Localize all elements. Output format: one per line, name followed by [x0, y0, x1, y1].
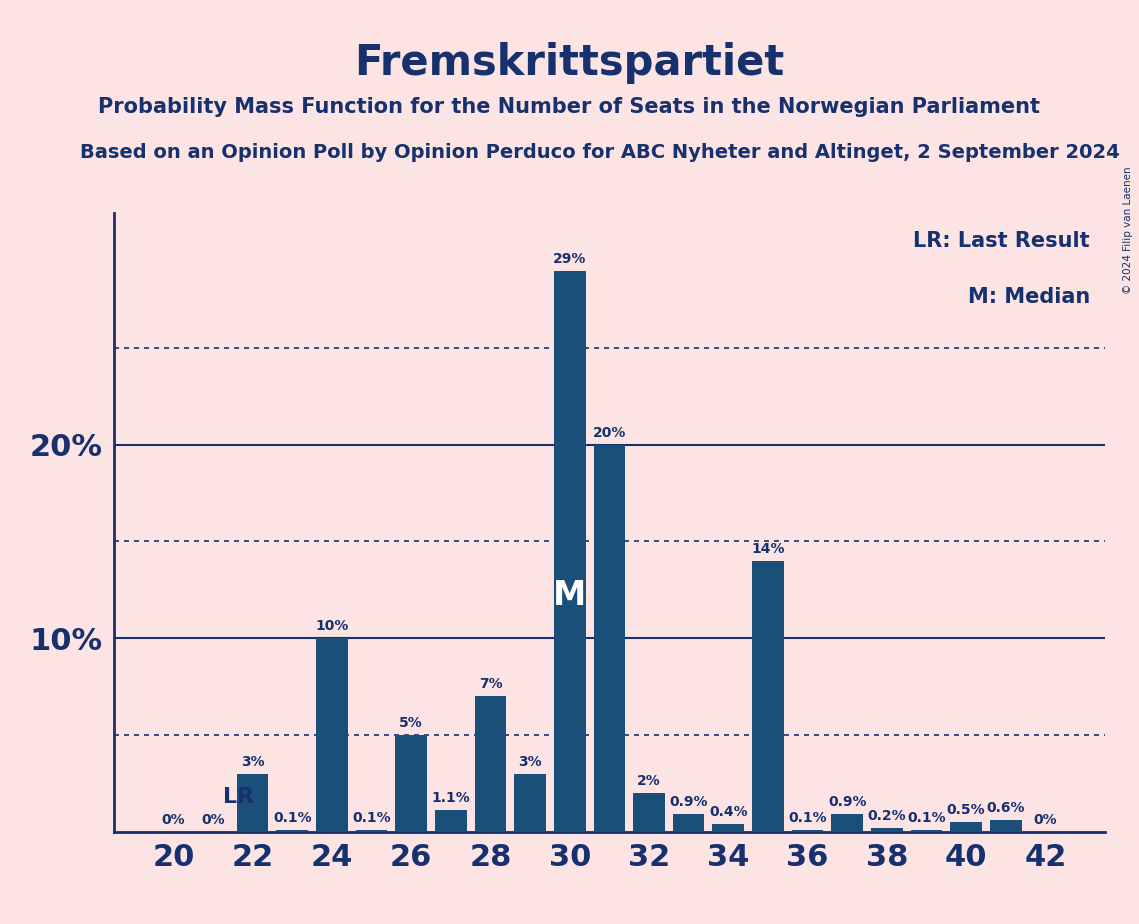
Text: © 2024 Filip van Laenen: © 2024 Filip van Laenen	[1123, 166, 1133, 294]
Text: 0%: 0%	[162, 813, 186, 827]
Text: Fremskrittspartiet: Fremskrittspartiet	[354, 42, 785, 83]
Text: 0.5%: 0.5%	[947, 803, 985, 817]
Bar	[355, 830, 387, 832]
Text: 7%: 7%	[478, 677, 502, 691]
Text: 0.9%: 0.9%	[828, 796, 867, 809]
Text: 10%: 10%	[316, 619, 349, 633]
Bar	[593, 444, 625, 832]
Bar	[910, 830, 942, 832]
Bar	[237, 773, 269, 832]
Text: 2%: 2%	[637, 774, 661, 788]
Text: 1.1%: 1.1%	[432, 792, 470, 806]
Text: 0.1%: 0.1%	[273, 811, 312, 825]
Text: Probability Mass Function for the Number of Seats in the Norwegian Parliament: Probability Mass Function for the Number…	[98, 97, 1041, 117]
Bar	[752, 561, 784, 832]
Text: Based on an Opinion Poll by Opinion Perduco for ABC Nyheter and Altinget, 2 Sept: Based on an Opinion Poll by Opinion Perd…	[80, 143, 1120, 163]
Bar	[277, 830, 309, 832]
Bar	[990, 820, 1022, 832]
Bar	[792, 830, 823, 832]
Bar	[831, 814, 863, 832]
Text: LR: LR	[223, 786, 254, 807]
Bar	[950, 822, 982, 832]
Text: M: Median: M: Median	[968, 286, 1090, 307]
Bar	[673, 814, 705, 832]
Text: 0.1%: 0.1%	[788, 811, 827, 825]
Text: 3%: 3%	[240, 755, 264, 769]
Text: 0%: 0%	[1033, 813, 1057, 827]
Bar	[316, 638, 347, 832]
Text: 0.1%: 0.1%	[352, 811, 391, 825]
Text: 0.1%: 0.1%	[907, 811, 945, 825]
Text: 0.6%: 0.6%	[986, 801, 1025, 815]
Text: 20%: 20%	[592, 426, 626, 440]
Text: 14%: 14%	[751, 541, 785, 556]
Text: 0.9%: 0.9%	[670, 796, 708, 809]
Text: 29%: 29%	[554, 251, 587, 266]
Text: 5%: 5%	[400, 716, 423, 730]
Bar	[554, 271, 585, 832]
Text: 0.2%: 0.2%	[868, 808, 907, 823]
Bar	[475, 696, 507, 832]
Bar	[395, 735, 427, 832]
Bar	[435, 810, 467, 832]
Bar	[712, 824, 744, 832]
Text: LR: Last Result: LR: Last Result	[913, 231, 1090, 251]
Text: 3%: 3%	[518, 755, 542, 769]
Bar	[633, 793, 665, 832]
Bar	[871, 828, 903, 832]
Text: 0%: 0%	[202, 813, 224, 827]
Text: 0.4%: 0.4%	[708, 805, 747, 819]
Text: M: M	[554, 579, 587, 613]
Bar	[514, 773, 546, 832]
